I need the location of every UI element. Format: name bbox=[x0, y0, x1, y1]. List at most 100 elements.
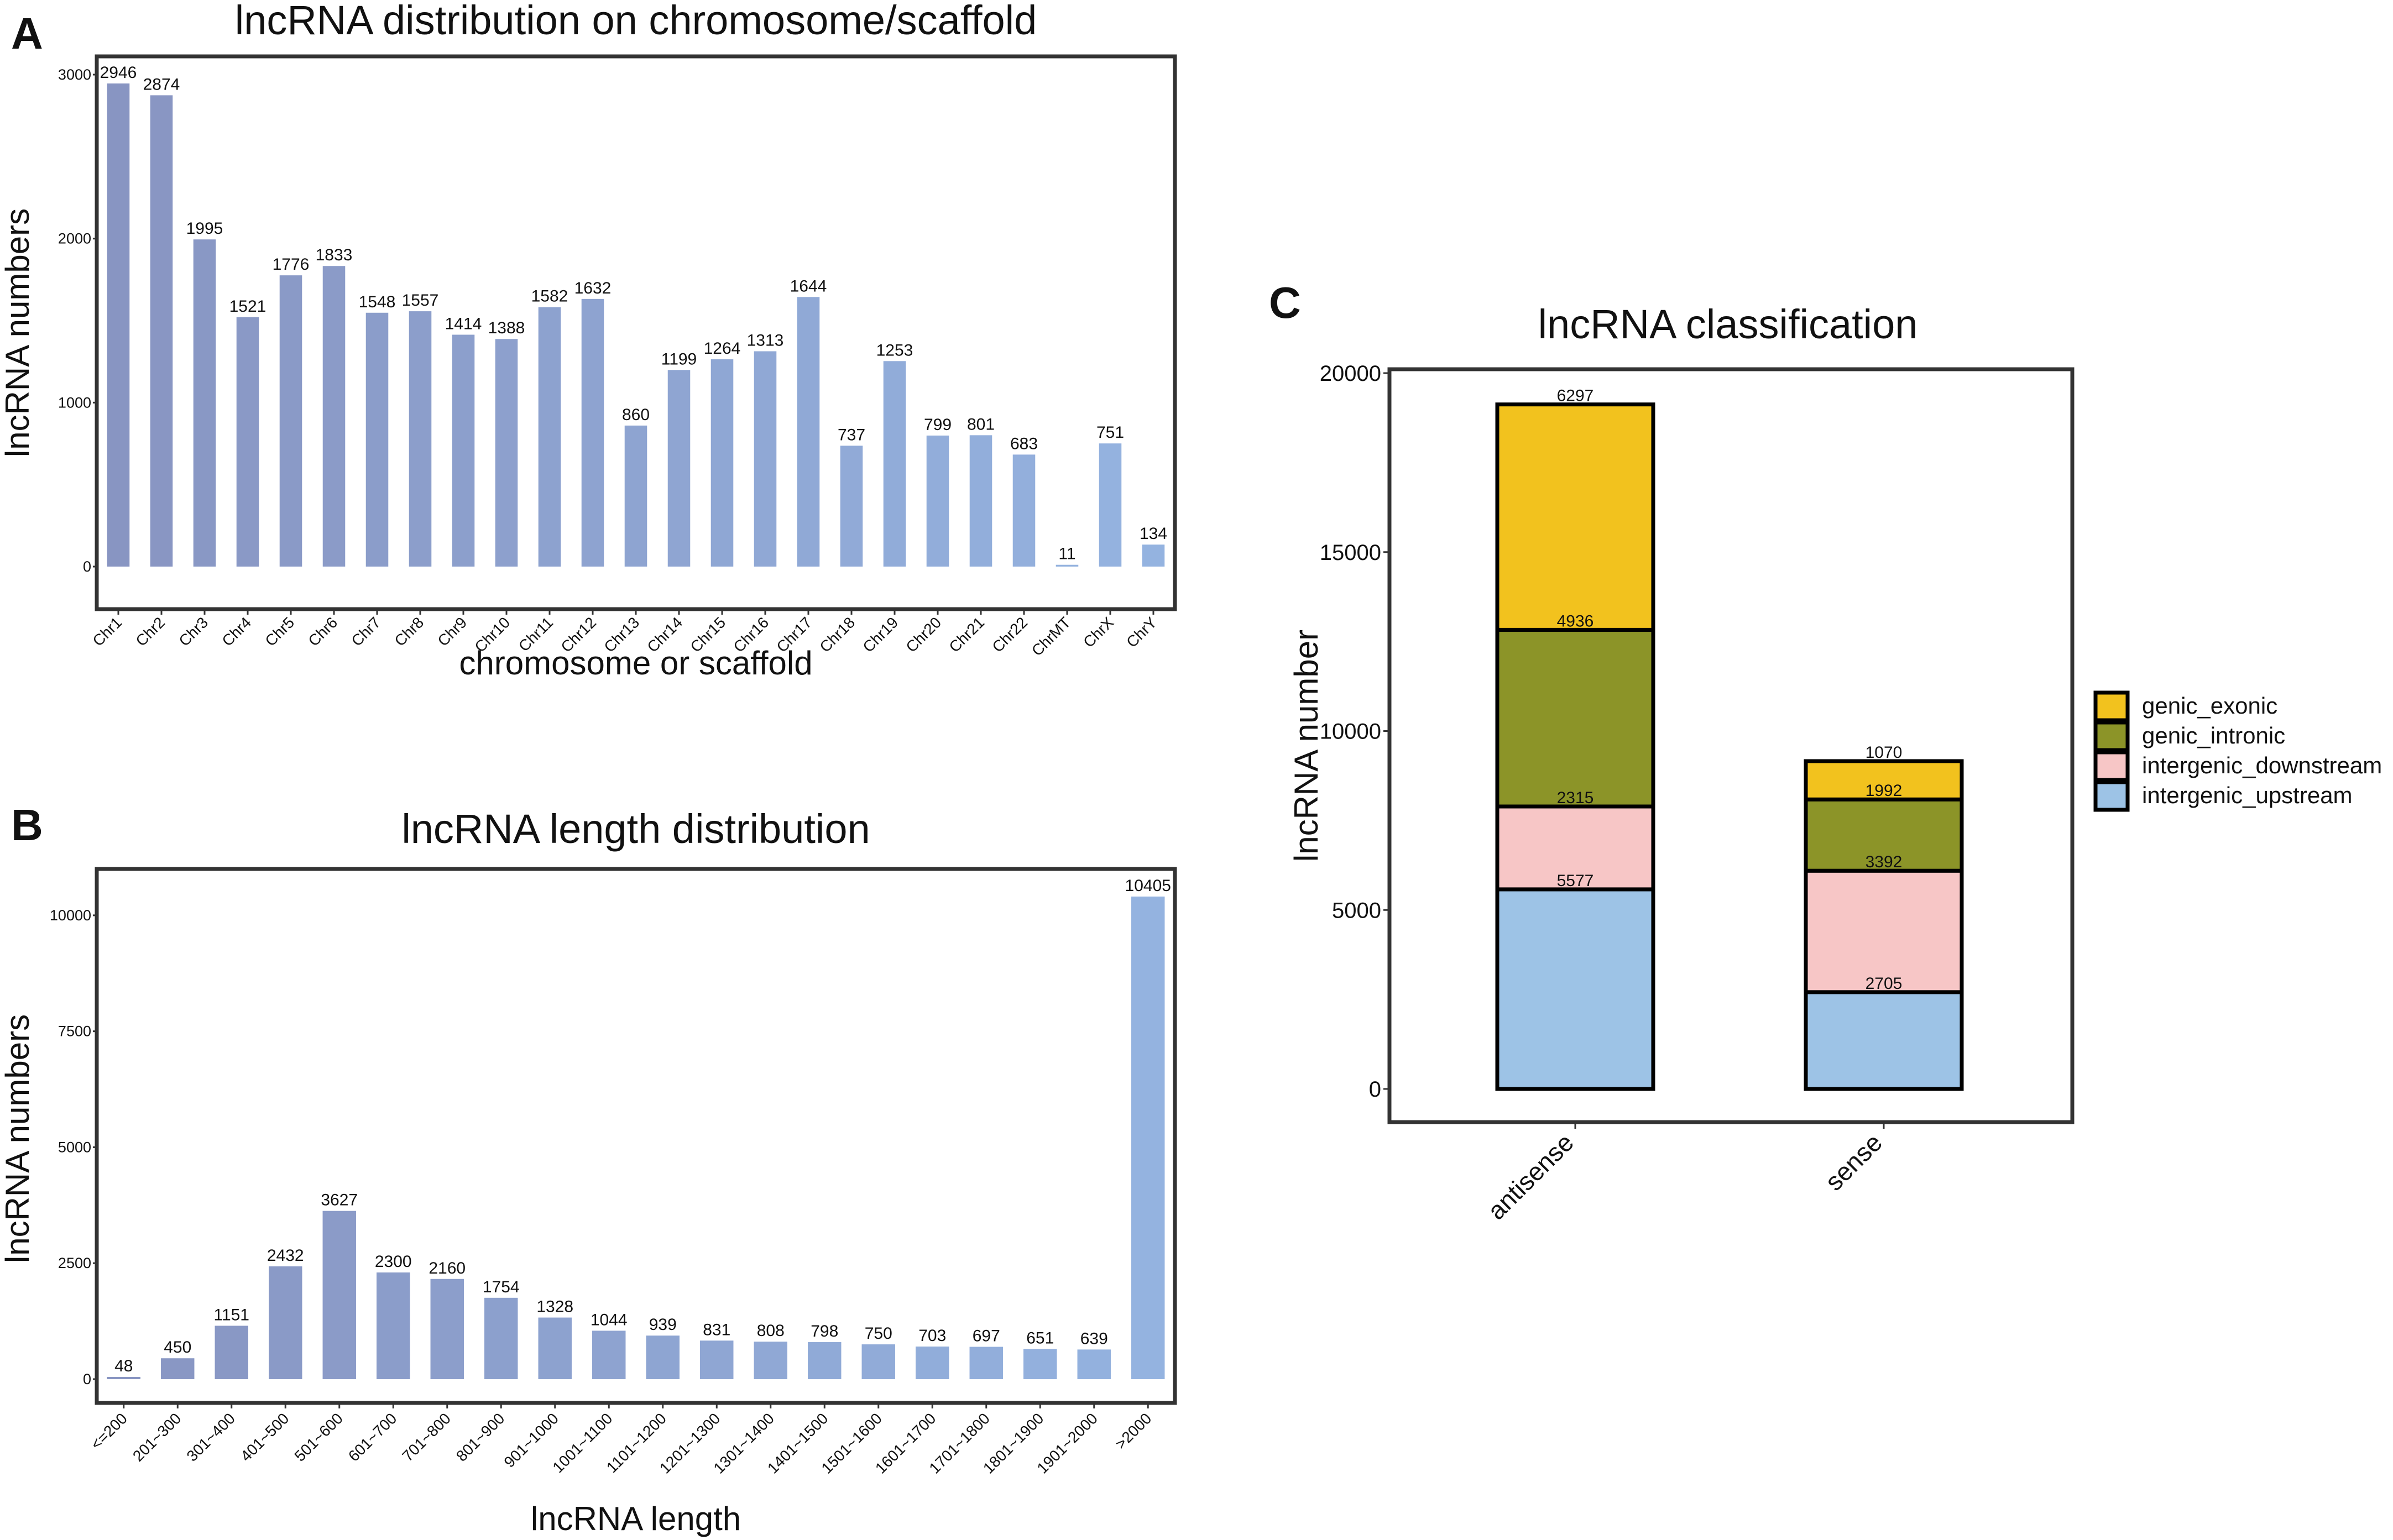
panel-c-plot-frame bbox=[1387, 367, 2075, 1124]
value-label-chr11: 1582 bbox=[531, 287, 568, 306]
segment-sense-genic-intronic bbox=[1804, 797, 1964, 873]
panel-a-x-axis-title: chromosome or scaffold bbox=[459, 645, 812, 682]
x-tick-label-chrx: ChrX bbox=[1080, 614, 1117, 651]
bar-chr4 bbox=[236, 317, 259, 567]
value-label-1301-1400: 808 bbox=[757, 1322, 785, 1340]
bar-chr20 bbox=[926, 435, 949, 567]
bar-301-400 bbox=[215, 1326, 248, 1379]
bar-1201-1300 bbox=[700, 1340, 734, 1379]
legend-label-genic-intronic: genic_intronic bbox=[2142, 722, 2285, 748]
c-y-tick-label-5000: 5000 bbox=[1332, 898, 1381, 923]
bar-chr22 bbox=[1012, 454, 1036, 567]
x-tick-label-chr3: Chr3 bbox=[175, 614, 211, 649]
value-label-200: 48 bbox=[114, 1357, 133, 1375]
bar-1101-1200 bbox=[646, 1335, 680, 1379]
value-label-chr12: 1632 bbox=[574, 279, 612, 297]
bar-801-900 bbox=[484, 1297, 518, 1379]
value-label-chr16: 1313 bbox=[747, 331, 784, 349]
segment-label-antisense-genic-exonic: 6297 bbox=[1557, 387, 1594, 405]
segment-antisense-intergenic-upstream bbox=[1495, 887, 1655, 1091]
bar-1901-2000 bbox=[1077, 1349, 1111, 1379]
x-tick-label-301-400: 301~400 bbox=[183, 1410, 238, 1465]
bar-chry bbox=[1142, 544, 1165, 567]
value-label-chr5: 1776 bbox=[273, 255, 310, 274]
bar-chr12 bbox=[581, 298, 604, 567]
value-label-1501-1600: 750 bbox=[865, 1324, 892, 1343]
panel-a-bars bbox=[107, 83, 1165, 567]
panel-a-letter: A bbox=[11, 9, 43, 58]
value-label-chr20: 799 bbox=[924, 416, 952, 434]
value-label-901-1000: 1328 bbox=[536, 1298, 573, 1316]
segment-label-sense-intergenic-upstream: 2705 bbox=[1866, 975, 1903, 993]
bar-201-300 bbox=[161, 1358, 195, 1379]
panel-b-value-labels: 48 450 1151 2432 3627 2300 2160 1754 1328 1044 939… bbox=[114, 877, 1171, 1375]
x-tick-label-2000: >2000 bbox=[1112, 1410, 1155, 1453]
segment-label-sense-intergenic-downstream: 3392 bbox=[1866, 853, 1903, 871]
y-tick-label-0: 0 bbox=[83, 558, 91, 575]
panel-b-letter: B bbox=[11, 800, 43, 850]
segment-antisense-genic-exonic bbox=[1495, 402, 1655, 632]
value-label-301-400: 1151 bbox=[213, 1306, 249, 1324]
panel-a-y-axis-title: lncRNA numbers bbox=[0, 208, 36, 457]
bar-chr9 bbox=[452, 334, 475, 567]
segment-label-sense-genic-intronic: 1992 bbox=[1866, 782, 1903, 800]
bar-chrx bbox=[1099, 443, 1122, 567]
x-tick-label-701-800: 701~800 bbox=[399, 1410, 454, 1465]
panel-c: C lncRNA classification lncRNA number 0 5… bbox=[1269, 278, 2382, 1225]
value-label-1701-1800: 697 bbox=[973, 1327, 1000, 1345]
value-label-1901-2000: 639 bbox=[1080, 1329, 1108, 1348]
y-tick-label-5000: 5000 bbox=[58, 1139, 91, 1155]
value-label-1101-1200: 939 bbox=[649, 1316, 677, 1334]
bar-chr8 bbox=[409, 311, 432, 567]
value-label-801-900: 1754 bbox=[483, 1278, 520, 1296]
segment-label-antisense-intergenic-upstream: 5577 bbox=[1557, 872, 1594, 890]
y-tick-label-10000: 10000 bbox=[50, 907, 91, 924]
x-tick-label-chr18: Chr18 bbox=[816, 614, 858, 656]
y-tick-label-2500: 2500 bbox=[58, 1255, 91, 1271]
value-label-chr19: 1253 bbox=[876, 341, 913, 359]
bar-701-800 bbox=[430, 1279, 464, 1379]
bar-1801-1900 bbox=[1023, 1349, 1057, 1379]
bar-chr1 bbox=[107, 83, 130, 567]
bar-chr10 bbox=[495, 339, 518, 567]
panel-c-y-axis-title: lncRNA number bbox=[1288, 630, 1325, 862]
bar-chr18 bbox=[840, 446, 863, 567]
value-label-701-800: 2160 bbox=[429, 1259, 466, 1277]
value-label-2000: 10405 bbox=[1125, 877, 1171, 895]
segment-label-antisense-intergenic-downstream: 2315 bbox=[1557, 789, 1594, 807]
value-label-chr13: 860 bbox=[622, 406, 650, 424]
c-x-tick-label-antisense: antisense bbox=[1482, 1128, 1579, 1225]
bar-chr16 bbox=[754, 351, 777, 567]
value-label-1401-1500: 798 bbox=[811, 1322, 838, 1340]
segment-sense-genic-exonic bbox=[1804, 759, 1964, 802]
bar-200 bbox=[107, 1376, 140, 1379]
value-label-601-700: 2300 bbox=[375, 1253, 412, 1271]
bar-501-600 bbox=[322, 1211, 356, 1379]
c-x-tick-label-sense: sense bbox=[1820, 1128, 1888, 1196]
x-tick-label-chr7: Chr7 bbox=[348, 614, 384, 649]
y-tick-label-3000: 3000 bbox=[58, 66, 91, 83]
x-tick-label-chr21: Chr21 bbox=[945, 614, 987, 656]
bar-chr14 bbox=[667, 370, 691, 567]
bar-601-700 bbox=[377, 1272, 410, 1379]
panel-c-segment-labels: 5577 2315 4936 6297 2705 3392 1992 1070 bbox=[1557, 387, 1903, 993]
value-label-chr2: 2874 bbox=[143, 75, 180, 93]
value-label-chr4: 1521 bbox=[229, 297, 267, 316]
x-tick-label-chry: ChrY bbox=[1123, 614, 1160, 651]
c-y-tick-label-10000: 10000 bbox=[1320, 720, 1381, 744]
value-label-chr6: 1833 bbox=[316, 246, 353, 264]
x-tick-label-chr4: Chr4 bbox=[218, 614, 254, 649]
x-tick-label-601-700: 601~700 bbox=[345, 1410, 400, 1465]
value-label-chr10: 1388 bbox=[488, 319, 525, 337]
value-label-1601-1700: 703 bbox=[918, 1327, 946, 1345]
bar-chrmt bbox=[1056, 564, 1079, 567]
value-label-chr18: 737 bbox=[838, 426, 865, 444]
bar-chr19 bbox=[883, 361, 906, 567]
value-label-chrmt: 11 bbox=[1058, 545, 1075, 563]
bar-chr7 bbox=[365, 312, 389, 567]
c-y-tick-label-0: 0 bbox=[1369, 1077, 1381, 1102]
legend-label-intergenic-upstream: intergenic_upstream bbox=[2142, 782, 2353, 808]
value-label-chr7: 1548 bbox=[359, 293, 396, 311]
bar-1301-1400 bbox=[754, 1342, 787, 1379]
